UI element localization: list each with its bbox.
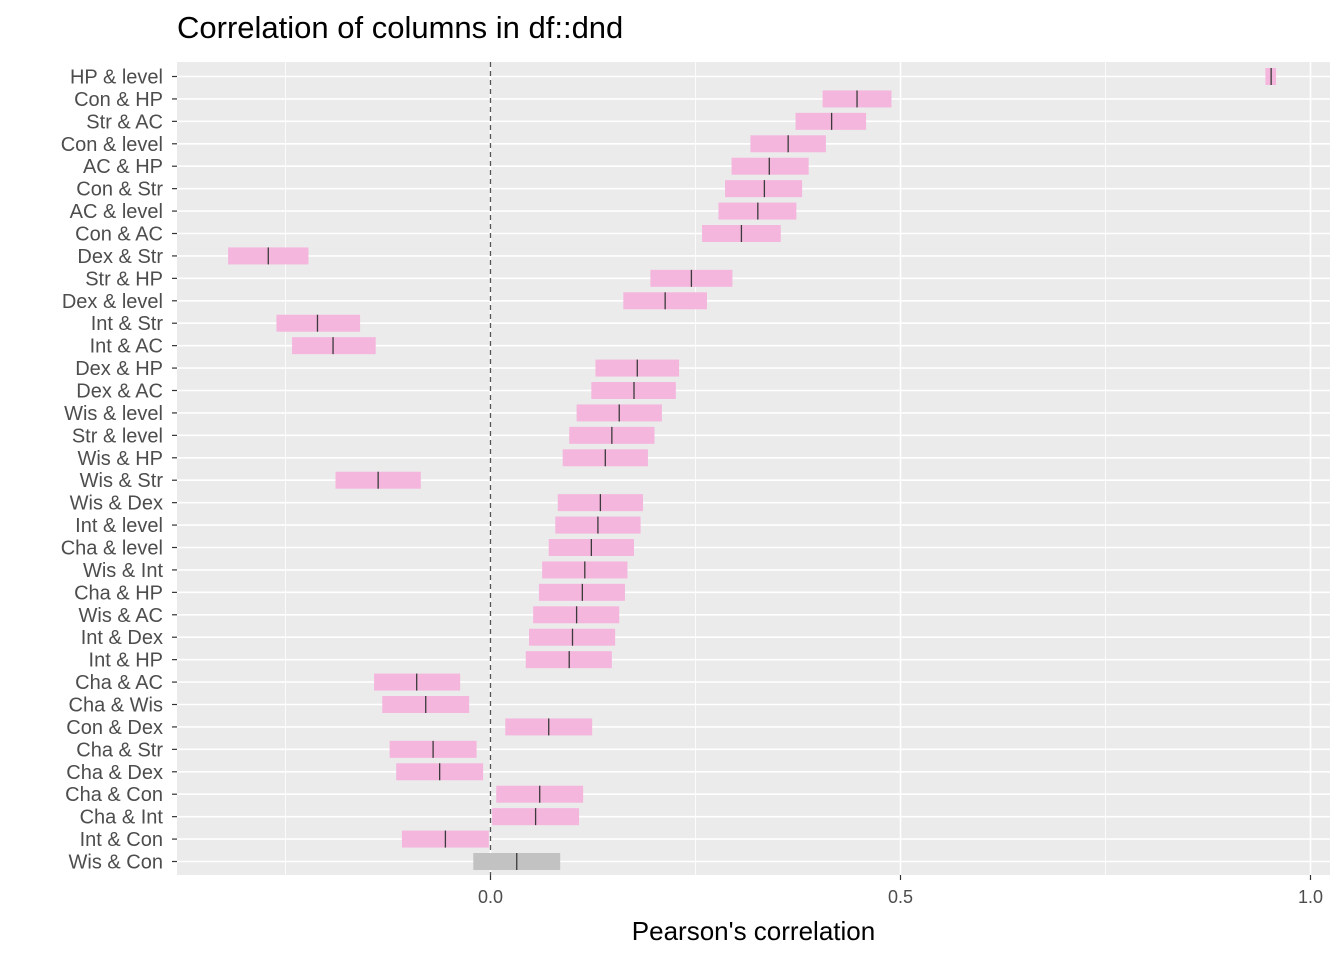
- x-tick-label: 0.5: [888, 887, 913, 907]
- y-tick-label: Dex & Str: [77, 246, 163, 268]
- chart-title: Correlation of columns in df::dnd: [177, 10, 624, 45]
- y-tick-label: Cha & Str: [76, 739, 163, 761]
- y-tick-label: Con & AC: [75, 224, 163, 246]
- y-tick-label: Wis & level: [64, 403, 163, 425]
- interval-bar: [292, 337, 376, 355]
- y-tick-label: Dex & HP: [75, 358, 163, 380]
- y-tick-label: Int & AC: [90, 336, 163, 358]
- y-tick-label: Cha & AC: [75, 672, 163, 694]
- y-tick-label: Str & level: [72, 425, 163, 447]
- y-tick-label: Cha & Con: [65, 784, 163, 806]
- y-tick-label: Str & AC: [86, 111, 163, 133]
- interval-bar: [731, 157, 809, 175]
- y-tick-label: Int & Dex: [81, 627, 163, 649]
- y-tick-label: HP & level: [70, 67, 163, 89]
- plot-panel: [177, 62, 1330, 875]
- y-tick-label: Cha & Int: [80, 807, 164, 829]
- estimate-marks: [267, 68, 1272, 870]
- y-tick-label: Wis & Int: [83, 560, 163, 582]
- y-tick-label: Con & HP: [74, 89, 163, 111]
- y-tick-label: AC & level: [70, 201, 163, 223]
- y-tick-label: Dex & level: [62, 291, 163, 313]
- y-tick-label: Int & HP: [89, 650, 163, 672]
- y-tick-label: Wis & Str: [80, 470, 164, 492]
- y-tick-label: Con & level: [61, 134, 163, 156]
- y-tick-label: Wis & HP: [77, 448, 163, 470]
- y-tick-label: Wis & Con: [69, 852, 163, 874]
- y-tick-label: Int & level: [75, 515, 163, 537]
- grid-lines: [177, 62, 1330, 875]
- y-tick-label: Con & Str: [76, 179, 163, 201]
- interval-bar: [795, 112, 867, 130]
- y-tick-label: Int & Con: [80, 829, 163, 851]
- x-axis: 0.0 0.5 1.0: [478, 875, 1323, 907]
- y-tick-label: Str & HP: [85, 268, 163, 290]
- y-tick-label: Cha & level: [61, 538, 163, 560]
- interval-bar: [276, 314, 361, 332]
- y-tick-label: Con & Dex: [66, 717, 163, 739]
- x-tick-label: 1.0: [1298, 887, 1323, 907]
- y-tick-label: Cha & HP: [74, 582, 163, 604]
- y-tick-label: Dex & AC: [76, 381, 163, 403]
- x-axis-title: Pearson's correlation: [632, 916, 875, 946]
- x-tick-label: 0.0: [478, 887, 503, 907]
- y-tick-label: Cha & Dex: [66, 762, 163, 784]
- y-tick-label: Cha & Wis: [69, 695, 163, 717]
- y-tick-label: Wis & AC: [79, 605, 163, 627]
- y-tick-label: AC & HP: [83, 156, 163, 178]
- interval-bar: [725, 180, 803, 198]
- y-tick-label: Int & Str: [91, 313, 164, 335]
- y-tick-label: Wis & Dex: [70, 493, 163, 515]
